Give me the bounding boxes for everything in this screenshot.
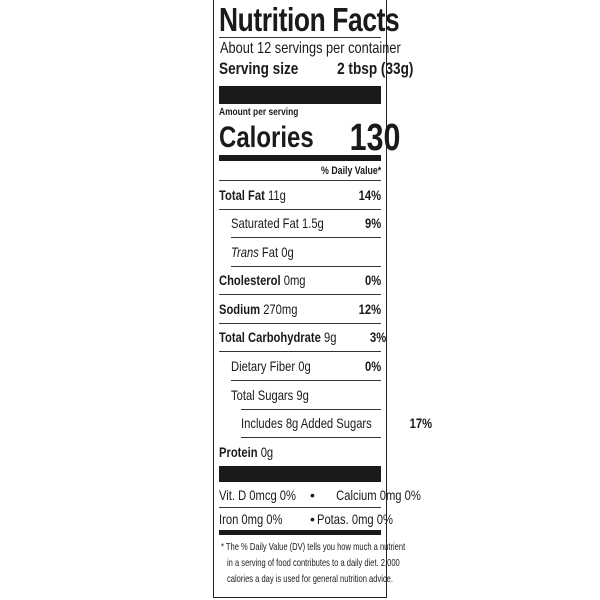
daily-value-header: % Daily Value* — [219, 161, 381, 181]
serving-size: Serving size 2 tbsp (33g) — [219, 59, 414, 78]
nutrient-row-protein: Protein 0g — [219, 443, 274, 460]
nutrient-row-trans-fat: Trans Fat 0g — [231, 238, 381, 267]
nutrient-row-saturated-fat: Saturated Fat 1.5g 9% — [231, 210, 381, 238]
nutrient-row-total-sugars: Total Sugars 9g — [231, 386, 309, 403]
nutrient-row-sodium: Sodium 270mg 12% — [219, 295, 381, 324]
footnote: * The % Daily Value (DV) tells you how m… — [221, 541, 406, 585]
nutrient-row-added-sugars: Includes 8g Added Sugars 17% — [241, 409, 433, 438]
nutrient-row-total-carbohydrate: Total Carbohydrate 9g 3% — [219, 324, 386, 352]
calories-row: Calories 130 — [219, 117, 401, 159]
amount-per-serving: Amount per serving — [219, 106, 299, 118]
thick-divider — [219, 466, 381, 482]
nutrition-facts-label: Nutrition Facts About 12 servings per co… — [213, 0, 433, 598]
label-title: Nutrition Facts — [219, 1, 400, 38]
vitamin-row: Iron 0mg 0% • Potas. 0mg 0% — [219, 508, 393, 535]
nutrient-row-total-fat: Total Fat 11g 14% — [219, 181, 381, 210]
bullet: • — [310, 486, 315, 503]
vitamin-row: Vit. D 0mcg 0% • Calcium 0mg 0% — [219, 482, 421, 508]
servings-per-container: About 12 servings per container — [220, 40, 401, 57]
nutrient-row-cholesterol: Cholesterol 0mg 0% — [219, 267, 381, 295]
medium-divider — [219, 155, 381, 161]
thick-divider — [219, 86, 381, 104]
bullet: • — [310, 511, 315, 527]
nutrient-row-dietary-fiber: Dietary Fiber 0g 0% — [231, 352, 381, 381]
